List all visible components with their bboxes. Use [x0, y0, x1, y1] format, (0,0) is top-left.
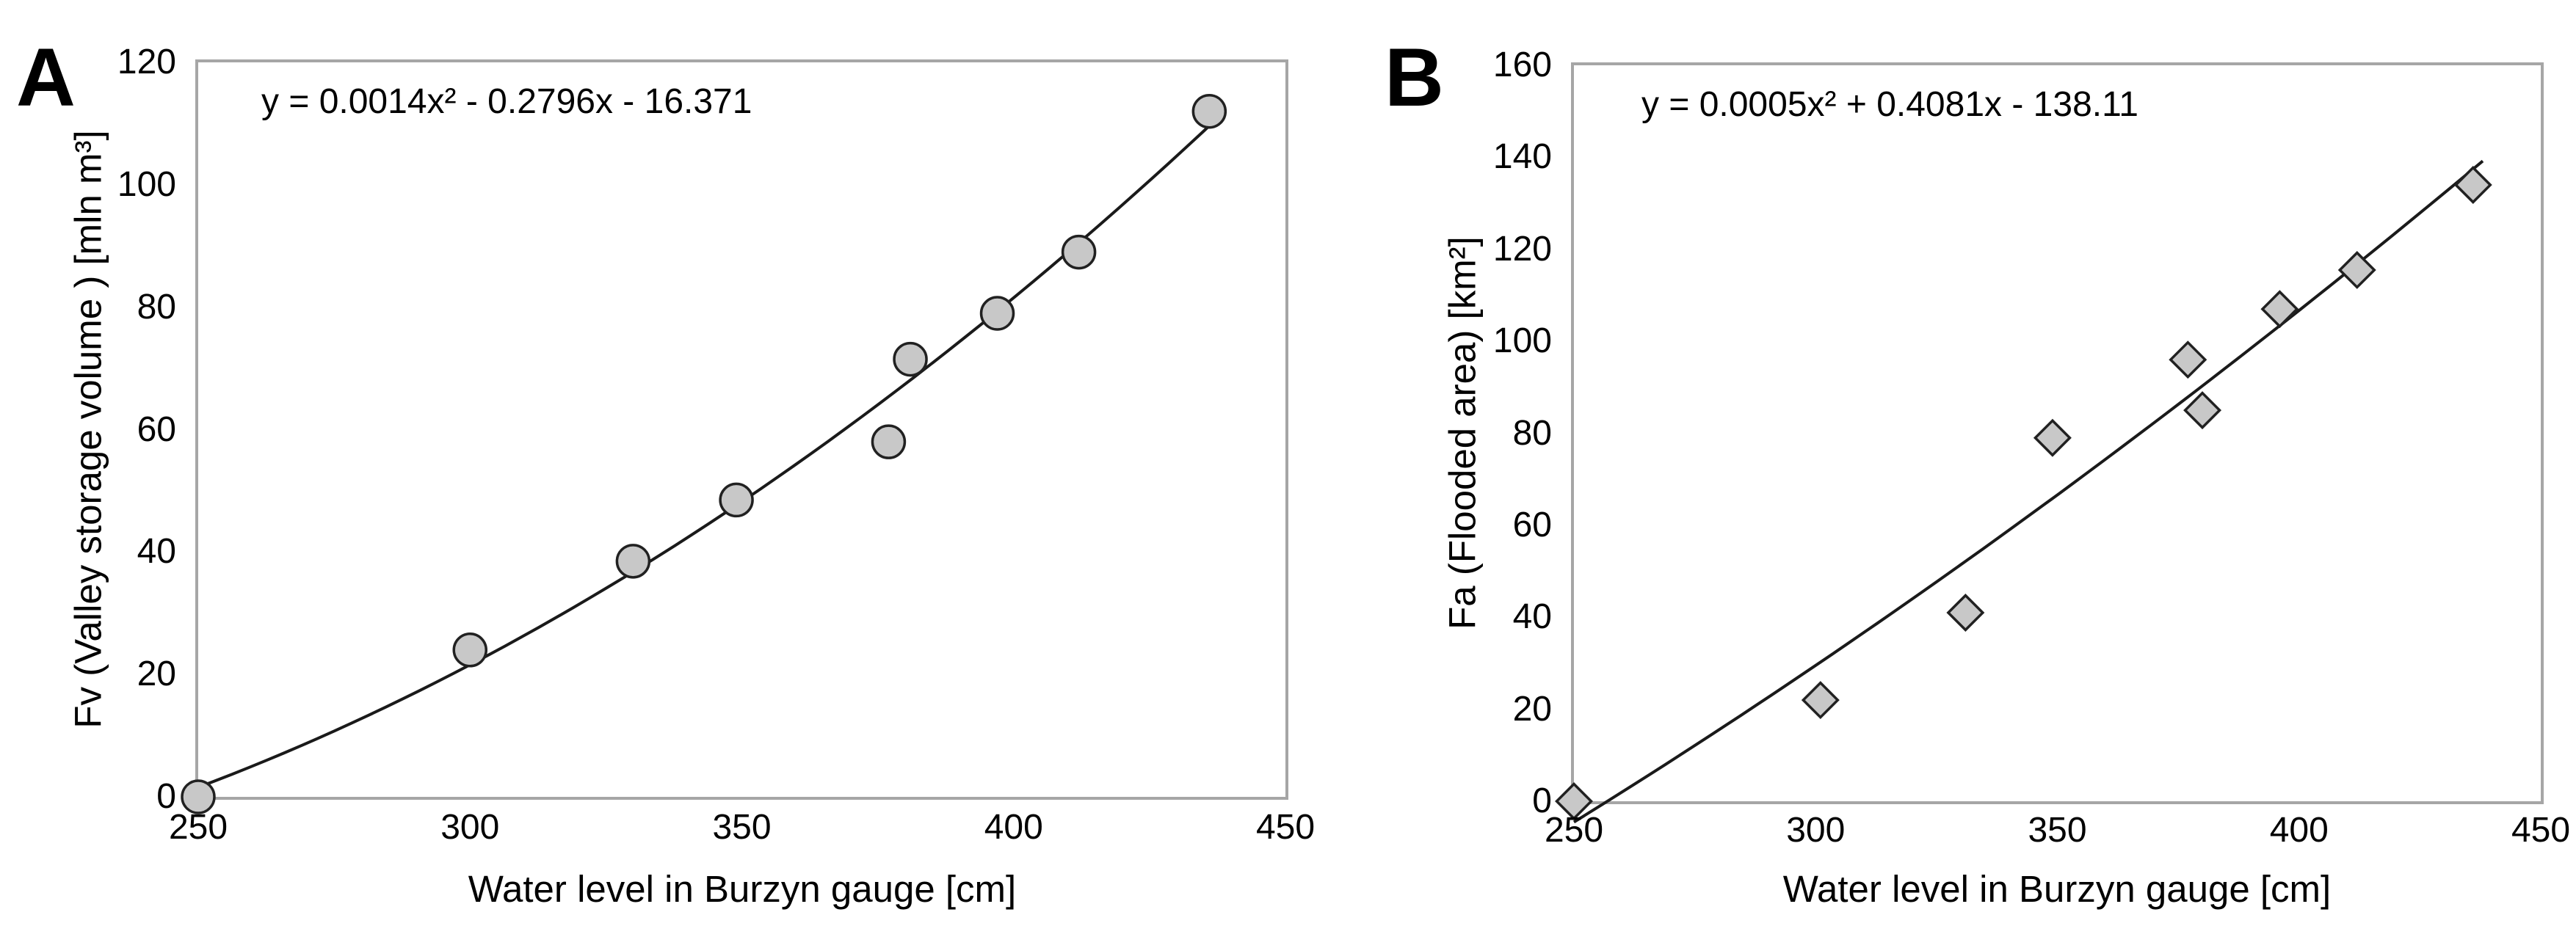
data-point-marker	[719, 482, 754, 518]
trendline-equation-b: y = 0.0005x² + 0.4081x - 138.11	[1641, 85, 2138, 124]
data-point-marker	[2183, 391, 2222, 430]
scatter-plot-a	[181, 93, 1227, 814]
x-tick-label: 400	[2269, 811, 2329, 850]
data-point-marker	[181, 779, 216, 814]
x-tick-label: 450	[1255, 808, 1316, 847]
data-point-marker	[2033, 418, 2072, 457]
x-tick-label: 250	[1544, 811, 1604, 850]
x-tick-label: 250	[168, 808, 228, 847]
x-tick-label: 350	[2028, 811, 2087, 850]
y-tick-label: 0	[1532, 781, 1552, 820]
trendline-path	[1572, 159, 2484, 824]
y-tick-label: 20	[1512, 689, 1552, 729]
data-point-marker	[2453, 166, 2492, 204]
y-tick-label: 160	[1492, 45, 1552, 84]
y-tick-label: 20	[137, 655, 176, 694]
y-tick-label: 120	[117, 43, 176, 81]
data-point-marker	[1061, 234, 1097, 270]
data-point-marker	[2169, 340, 2207, 379]
x-tick-label: 300	[1786, 811, 1846, 850]
plot-area-a: y = 0.0014x² - 0.2796x - 16.371	[181, 59, 1288, 814]
y-tick-label: 80	[1512, 413, 1552, 453]
data-point-marker	[1191, 93, 1227, 129]
data-point-marker	[2337, 250, 2376, 289]
plot-area-b: y = 0.0005x² + 0.4081x - 138.11	[1555, 62, 2544, 824]
data-point-marker	[615, 544, 651, 579]
trendline-path	[197, 114, 1222, 789]
panel-label-b: B	[1385, 32, 1445, 123]
y-tick-label: 60	[1512, 505, 1552, 544]
y-tick-label: 120	[1492, 229, 1552, 269]
y-tick-label: 140	[1492, 137, 1552, 177]
y-tick-label: 80	[137, 287, 176, 327]
data-point-marker	[871, 424, 907, 459]
y-tick-label: 40	[137, 532, 176, 572]
trendline-equation-a: y = 0.0014x² - 0.2796x - 16.371	[261, 82, 752, 121]
data-point-marker	[979, 296, 1015, 331]
x-axis-title-a: Water level in Burzyn gauge [cm]	[468, 868, 1017, 910]
data-point-marker	[452, 632, 487, 668]
data-point-marker	[1946, 594, 1985, 632]
x-tick-label: 350	[712, 808, 772, 847]
x-axis-title-b: Water level in Burzyn gauge [cm]	[1782, 868, 2332, 910]
x-tick-label: 450	[2511, 811, 2571, 850]
panel-label-a: A	[16, 32, 77, 123]
x-tick-label: 300	[440, 808, 500, 847]
y-tick-label: 40	[1512, 597, 1552, 637]
x-tick-label: 400	[984, 808, 1043, 847]
scatter-plot-b	[1555, 159, 2492, 824]
y-tick-label: 100	[1492, 321, 1552, 361]
data-point-marker	[2260, 290, 2299, 329]
y-tick-label: 60	[137, 409, 176, 449]
data-point-marker	[1801, 681, 1840, 720]
data-point-marker	[1555, 782, 1593, 820]
y-tick-label: 0	[156, 777, 176, 816]
data-point-marker	[893, 341, 928, 377]
y-tick-label: 100	[117, 164, 176, 204]
